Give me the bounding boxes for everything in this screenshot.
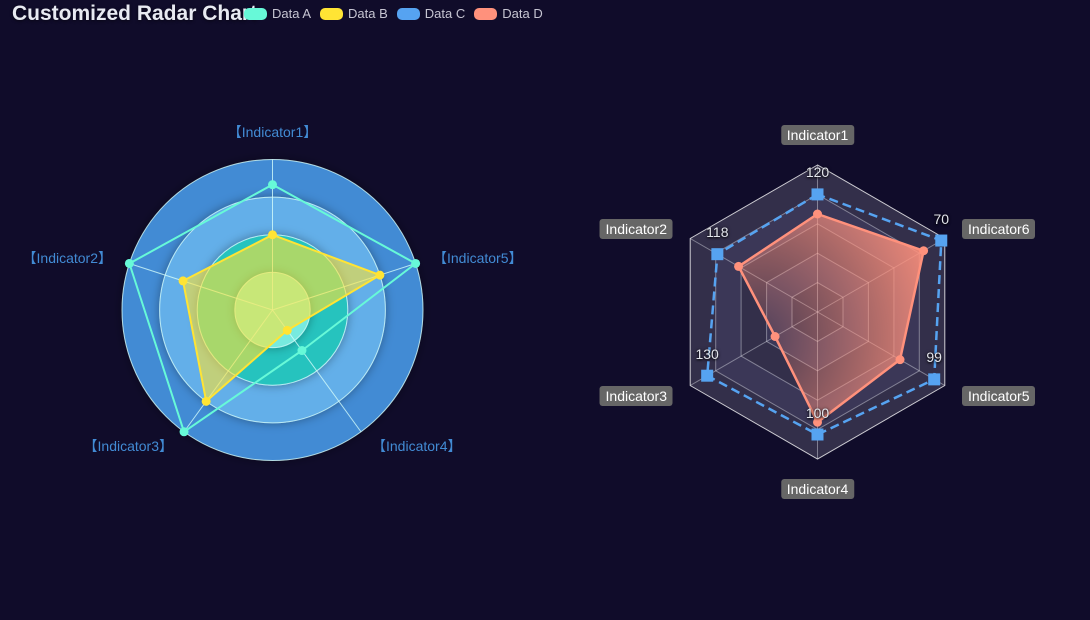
data-d-symbol[interactable] bbox=[895, 355, 905, 365]
legend-item-data-a[interactable]: Data A bbox=[244, 6, 311, 21]
data-d-symbol[interactable] bbox=[734, 261, 744, 271]
data-a-symbol[interactable] bbox=[411, 258, 421, 268]
data-c-symbol[interactable] bbox=[711, 248, 724, 261]
data-c-symbol[interactable] bbox=[811, 188, 824, 201]
data-b-symbol[interactable] bbox=[201, 396, 211, 406]
axis-badge-indicator4: Indicator4 bbox=[780, 479, 855, 499]
page-title: Customized Radar Chart bbox=[12, 2, 258, 25]
data-a-symbol[interactable] bbox=[297, 346, 307, 356]
data-d-symbol[interactable] bbox=[813, 417, 822, 427]
data-b-symbol[interactable] bbox=[282, 325, 292, 335]
value-label-indicator4: 100 bbox=[805, 404, 830, 421]
axis-label-indicator3: 【Indicator3】 bbox=[83, 438, 173, 454]
value-label-indicator1: 120 bbox=[805, 164, 830, 181]
legend-swatch-data-c-icon bbox=[396, 7, 420, 20]
data-c-symbol[interactable] bbox=[811, 428, 824, 441]
legend-label-data-c: Data C bbox=[424, 6, 466, 21]
legend-label-data-a: Data A bbox=[272, 6, 312, 21]
axis-badge-indicator2: Indicator2 bbox=[599, 218, 673, 239]
series-data-a-shape[interactable] bbox=[128, 183, 417, 433]
value-label-indicator3: 130 bbox=[695, 345, 719, 362]
axis-label-indicator2: 【Indicator2】 bbox=[22, 250, 112, 266]
legend-swatch-data-a-icon bbox=[244, 7, 267, 20]
legend-item-data-c[interactable]: Data C bbox=[396, 6, 466, 21]
data-d-symbol[interactable] bbox=[813, 209, 822, 219]
data-c-symbol[interactable] bbox=[935, 234, 948, 247]
series-data-b-shape[interactable] bbox=[182, 233, 381, 403]
data-d-symbol[interactable] bbox=[770, 332, 780, 341]
axis-badge-indicator6: Indicator6 bbox=[962, 218, 1036, 239]
legend-item-data-b[interactable]: Data B bbox=[320, 6, 388, 21]
data-b-symbol[interactable] bbox=[375, 270, 385, 280]
data-a-symbol[interactable] bbox=[179, 427, 189, 437]
axis-label-indicator1: 【Indicator1】 bbox=[227, 123, 318, 140]
data-b-symbol[interactable] bbox=[178, 276, 188, 286]
value-label-indicator5: 99 bbox=[926, 349, 942, 366]
data-c-symbol[interactable] bbox=[928, 373, 941, 386]
value-label-indicator6: 70 bbox=[933, 210, 950, 227]
data-d-symbol[interactable] bbox=[919, 246, 929, 256]
axis-label-indicator4: 【Indicator4】 bbox=[372, 438, 462, 454]
data-a-symbol[interactable] bbox=[268, 180, 277, 190]
legend: Data A Data B Data C Data D bbox=[244, 6, 543, 21]
data-b-symbol[interactable] bbox=[268, 230, 277, 240]
legend-swatch-data-b-icon bbox=[320, 7, 344, 20]
value-label-indicator2: 118 bbox=[706, 224, 729, 241]
axis-badge-indicator5: Indicator5 bbox=[962, 385, 1036, 406]
data-c-symbol[interactable] bbox=[701, 369, 714, 382]
legend-item-data-d[interactable]: Data D bbox=[474, 6, 543, 21]
axis-badge-indicator3: Indicator3 bbox=[599, 385, 673, 406]
legend-label-data-b: Data B bbox=[348, 6, 388, 21]
legend-label-data-d: Data D bbox=[502, 6, 543, 21]
data-a-symbol[interactable] bbox=[124, 258, 134, 268]
axis-label-indicator5: 【Indicator5】 bbox=[433, 250, 523, 266]
legend-swatch-data-d-icon bbox=[474, 7, 498, 20]
axis-badge-indicator1: Indicator1 bbox=[780, 125, 855, 145]
